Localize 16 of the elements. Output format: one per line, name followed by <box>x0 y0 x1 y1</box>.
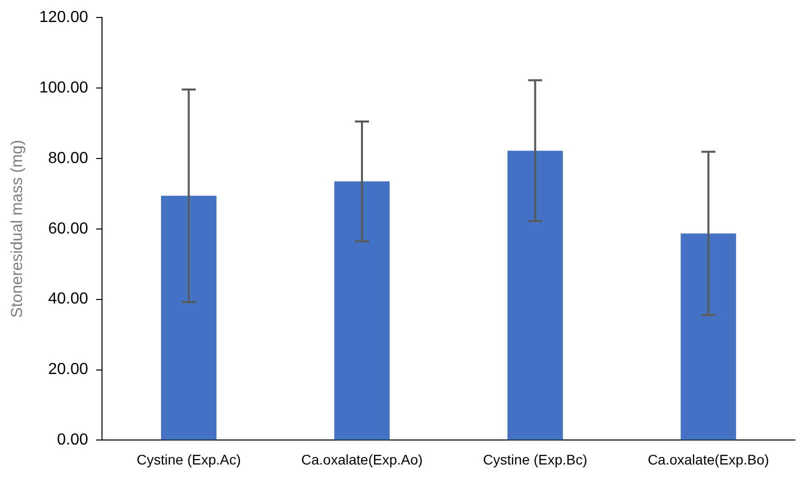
y-tick-label: 0.00 <box>56 432 88 449</box>
y-tick-label: 60.00 <box>48 220 88 238</box>
x-tick-label: Ca.oxalate(Exp.Ao) <box>301 451 423 468</box>
x-tick-label: Cystine (Exp.Ac) <box>136 451 241 468</box>
y-tick-label: 40.00 <box>48 290 88 308</box>
bar <box>507 150 563 440</box>
y-tick-label: 80.00 <box>48 150 88 167</box>
y-axis-title: Stoneresidual mass (mg) <box>9 140 26 318</box>
y-tick-label: 120.00 <box>39 9 88 26</box>
y-tick-label: 20.00 <box>48 361 88 378</box>
bar <box>161 196 216 440</box>
x-tick-label: Cystine (Exp.Bc) <box>483 451 588 468</box>
y-tick-label: 100.00 <box>39 79 88 96</box>
bar <box>680 233 736 440</box>
x-tick-label: Ca.oxalate(Exp.Bo) <box>648 451 770 468</box>
bar <box>334 181 390 440</box>
